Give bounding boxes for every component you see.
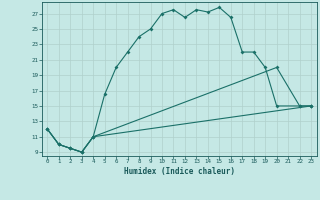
X-axis label: Humidex (Indice chaleur): Humidex (Indice chaleur) [124,167,235,176]
